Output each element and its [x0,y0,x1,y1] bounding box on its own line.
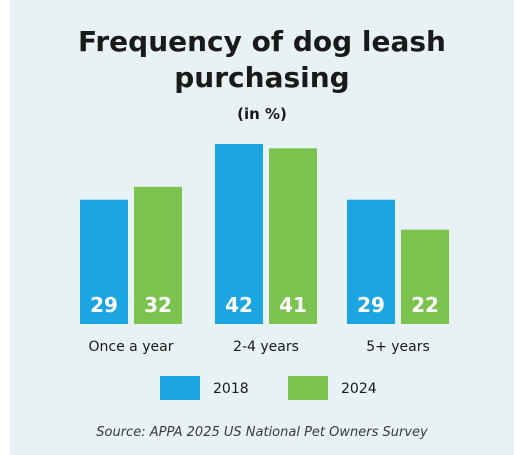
chart-title: Frequency of dog leash purchasing [78,25,446,94]
chart-card: Frequency of dog leash purchasing (in %)… [10,0,514,455]
bars-group [80,144,449,324]
category-labels-group: Once a year 2-4 years 5+ years [89,339,430,355]
legend-label: 2024 [341,381,377,397]
bar-value-label: 41 [279,293,307,317]
value-labels-group: 29 32 42 41 29 22 [90,293,439,317]
bar-value-label: 29 [357,293,385,317]
legend-swatch-2024 [288,376,328,400]
category-label: 5+ years [366,339,430,355]
legend: 2018 2024 [160,376,377,400]
category-label: Once a year [89,339,174,355]
bar-value-label: 42 [225,293,253,317]
legend-swatch-2018 [160,376,200,400]
bar-2024-0 [134,186,182,324]
category-label: 2-4 years [233,339,299,355]
bar-2024-2 [401,229,449,324]
bar-value-label: 29 [90,293,118,317]
source-note: Source: APPA 2025 US National Pet Owners… [96,425,428,440]
bar-value-label: 22 [411,293,439,317]
bar-value-label: 32 [144,293,172,317]
bar-chart: 29 32 42 41 29 22 Once a year 2-4 years 5+ year… [80,144,449,400]
legend-label: 2018 [213,381,249,397]
bar-2024-1 [269,148,317,324]
bar-2018-0 [80,199,128,324]
bar-2018-2 [347,199,395,324]
chart-subtitle: (in %) [237,105,287,123]
bar-2018-1 [215,144,263,324]
